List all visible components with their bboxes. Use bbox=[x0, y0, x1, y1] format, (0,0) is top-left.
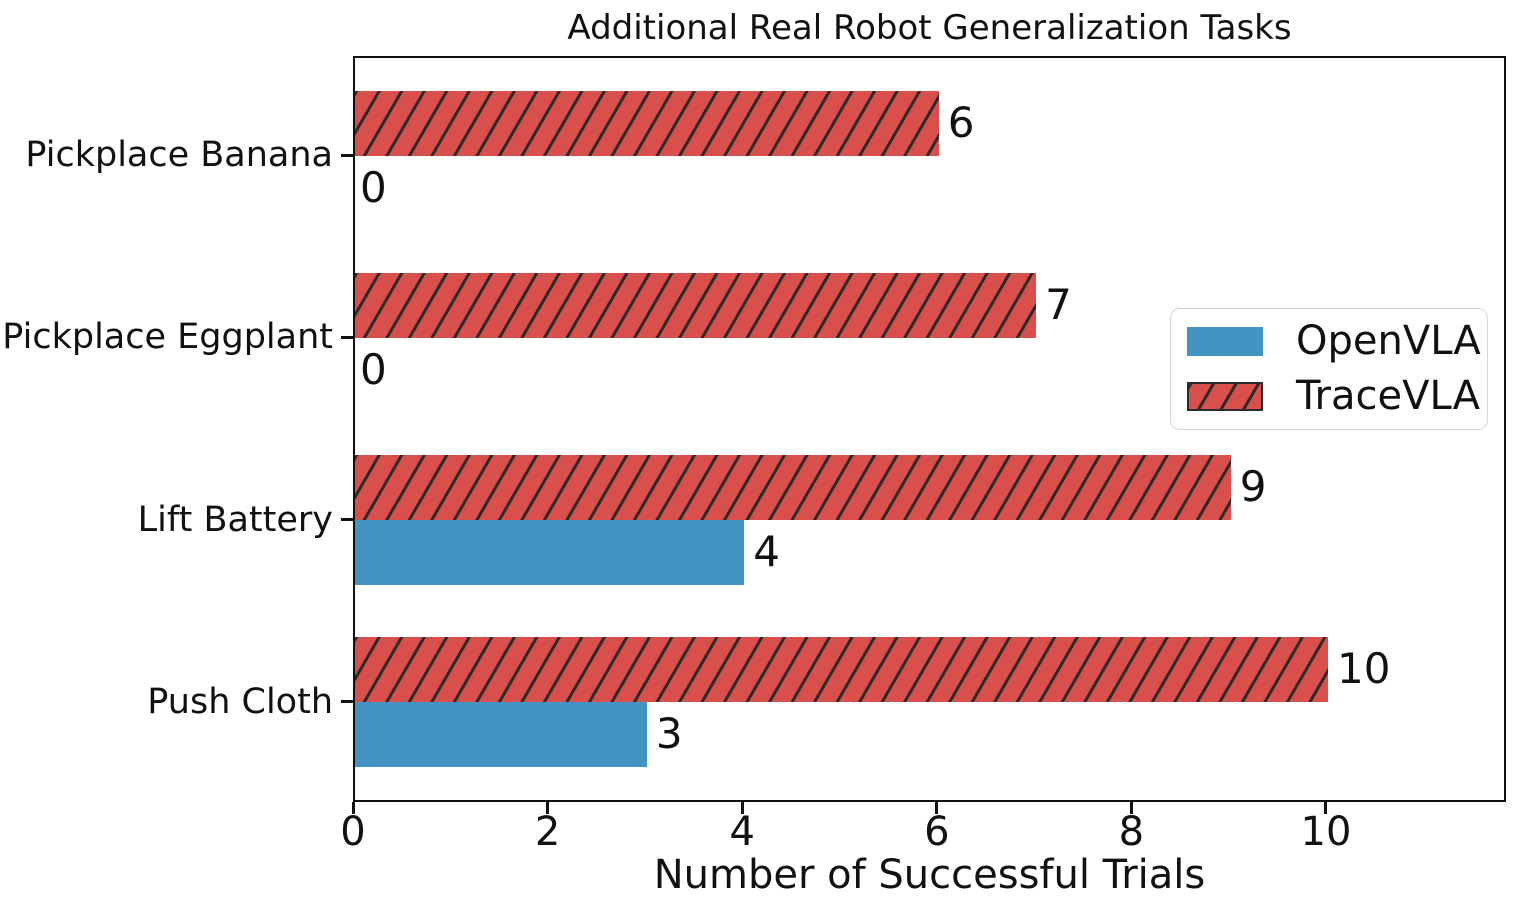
legend-label: OpenVLA bbox=[1296, 318, 1481, 364]
bar-value-label: 4 bbox=[753, 527, 780, 577]
bar-tracevla-pickplace-eggplant bbox=[355, 272, 1037, 338]
bar-openvla-lift-battery bbox=[355, 520, 745, 586]
y-tick bbox=[341, 700, 353, 704]
bar-value-label: 6 bbox=[947, 97, 975, 147]
x-axis-label: Number of Successful Trials bbox=[653, 852, 1206, 898]
x-tick-label: 10 bbox=[1300, 809, 1352, 855]
x-tick bbox=[351, 802, 355, 814]
legend-entry-openvla: OpenVLA bbox=[1187, 318, 1487, 364]
category-label-pickplace-banana: Pickplace Banana bbox=[25, 135, 333, 175]
bar-tracevla-lift-battery bbox=[355, 455, 1231, 521]
x-tick-label: 4 bbox=[729, 809, 755, 855]
chart-title: Additional Real Robot Generalization Tas… bbox=[567, 8, 1292, 48]
bar-value-label: 9 bbox=[1239, 462, 1267, 512]
legend-label: TraceVLA bbox=[1296, 373, 1481, 419]
legend: OpenVLA TraceVLA bbox=[1170, 308, 1488, 430]
x-tick-label: 8 bbox=[1118, 809, 1145, 855]
legend-entry-tracevla: TraceVLA bbox=[1187, 373, 1487, 419]
bar-tracevla-pickplace-banana bbox=[355, 90, 939, 156]
x-tick-label: 6 bbox=[924, 809, 950, 855]
x-tick-label: 0 bbox=[340, 809, 366, 855]
y-tick bbox=[341, 335, 353, 339]
bar-value-label: 3 bbox=[655, 709, 683, 759]
legend-swatch-openvla bbox=[1187, 327, 1263, 356]
x-tick bbox=[1129, 802, 1133, 814]
x-tick bbox=[740, 802, 744, 814]
bar-value-label: 0 bbox=[360, 162, 387, 212]
x-tick bbox=[935, 802, 939, 814]
bar-openvla-push-cloth bbox=[355, 702, 647, 768]
category-label-lift-battery: Lift Battery bbox=[137, 499, 333, 540]
category-label-pickplace-eggplant: Pickplace Eggplant bbox=[2, 317, 333, 358]
x-tick bbox=[546, 802, 550, 814]
category-label-push-cloth: Push Cloth bbox=[147, 681, 333, 722]
legend-swatch-tracevla bbox=[1187, 382, 1263, 411]
y-tick bbox=[341, 153, 353, 157]
bar-tracevla-push-cloth bbox=[355, 637, 1328, 703]
bar-value-label: 10 bbox=[1336, 644, 1391, 694]
bar-value-label: 7 bbox=[1045, 279, 1072, 329]
x-tick-label: 2 bbox=[534, 809, 561, 855]
x-tick bbox=[1324, 802, 1328, 814]
bar-value-label: 0 bbox=[360, 344, 387, 394]
y-tick bbox=[341, 518, 353, 522]
